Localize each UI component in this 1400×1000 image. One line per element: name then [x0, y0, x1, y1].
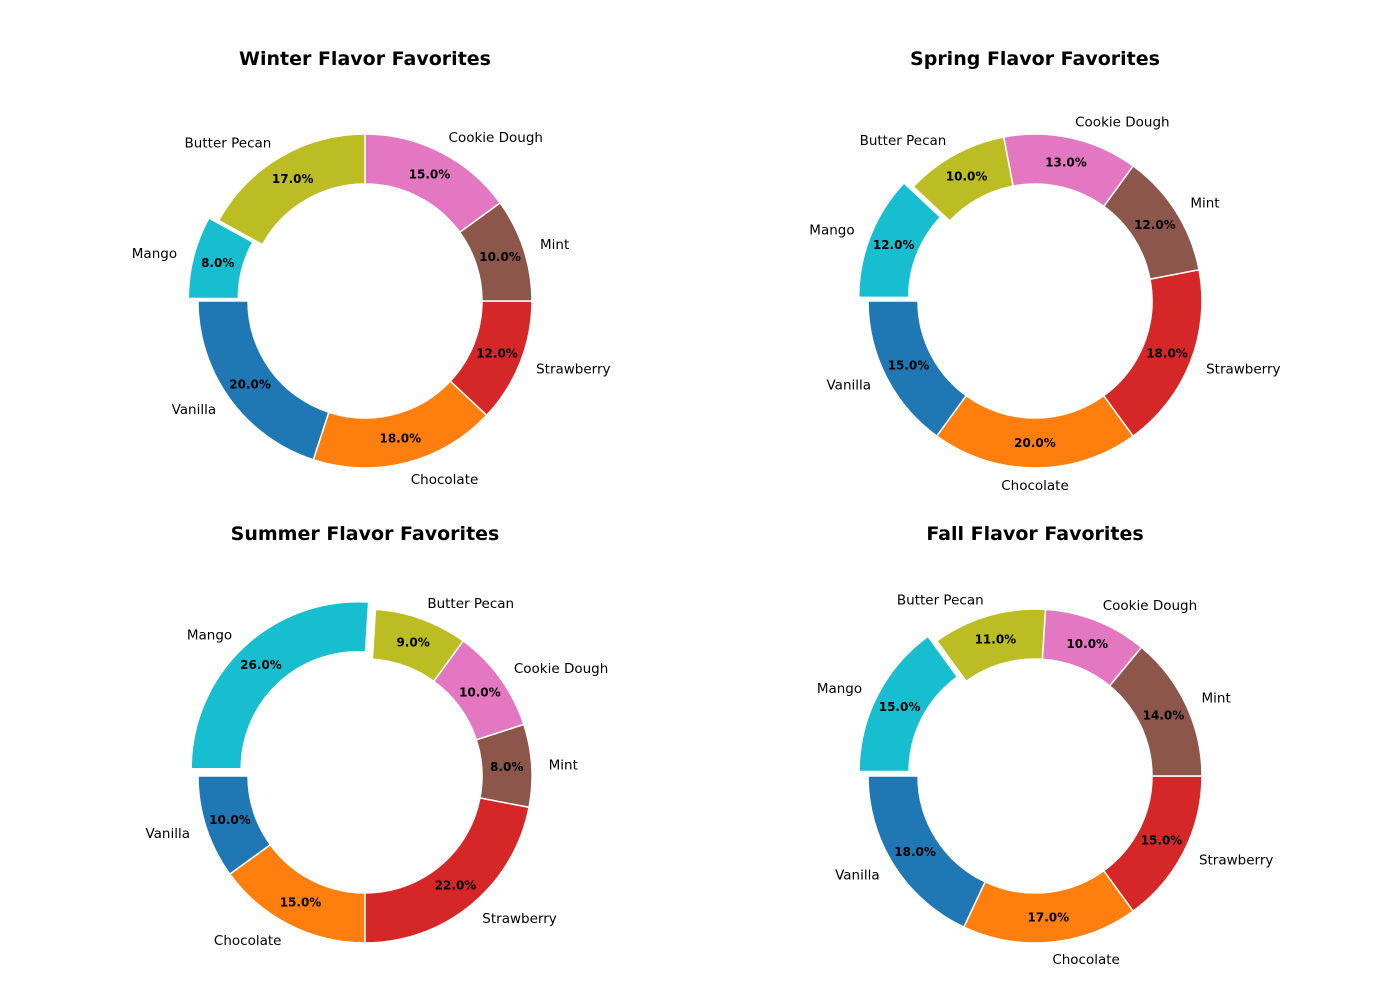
category-label-cookie-dough: Cookie Dough — [1103, 598, 1197, 614]
category-label-mint: Mint — [540, 237, 569, 253]
category-label-vanilla: Vanilla — [827, 378, 872, 394]
percent-label-vanilla: 10.0% — [209, 813, 251, 827]
summer-flavor-favorites-donut: Summer Flavor Favorites 10.0% Vanilla 15.0%… — [145, 523, 608, 949]
percent-label-chocolate: 15.0% — [280, 896, 322, 910]
percent-label-mango: 12.0% — [873, 238, 915, 252]
category-label-cookie-dough: Cookie Dough — [1075, 114, 1169, 130]
percent-label-vanilla: 15.0% — [888, 358, 930, 372]
category-label-mango: Mango — [817, 681, 862, 697]
wedge-chocolate — [228, 843, 366, 944]
percent-label-butter-pecan: 9.0% — [396, 635, 429, 649]
percent-label-cookie-dough: 10.0% — [1066, 637, 1108, 651]
winter-flavor-favorites-donut: Winter Flavor Favorites 20.0% Vanilla 18.0%… — [132, 48, 611, 488]
category-label-strawberry: Strawberry — [1206, 362, 1280, 378]
fall-flavor-favorites-donut: Fall Flavor Favorites 18.0% Vanilla 17.0% Ch… — [817, 523, 1274, 968]
percent-label-chocolate: 18.0% — [379, 432, 421, 446]
percent-label-strawberry: 12.0% — [476, 346, 518, 360]
category-label-mango: Mango — [187, 628, 232, 644]
category-label-chocolate: Chocolate — [1001, 478, 1069, 494]
percent-label-cookie-dough: 10.0% — [459, 686, 501, 700]
percent-label-butter-pecan: 17.0% — [272, 172, 314, 186]
percent-label-butter-pecan: 10.0% — [946, 170, 988, 184]
category-label-vanilla: Vanilla — [835, 868, 880, 884]
chart-title: Winter Flavor Favorites — [239, 48, 491, 70]
percent-label-mint: 14.0% — [1143, 709, 1185, 723]
percent-label-butter-pecan: 11.0% — [975, 633, 1017, 647]
percent-label-cookie-dough: 15.0% — [409, 167, 451, 181]
percent-label-chocolate: 17.0% — [1028, 910, 1070, 924]
category-label-strawberry: Strawberry — [1199, 853, 1273, 869]
category-label-mint: Mint — [549, 757, 578, 773]
wedge-butter-pecan — [371, 608, 465, 683]
category-label-cookie-dough: Cookie Dough — [449, 130, 543, 146]
spring-flavor-favorites-donut: Spring Flavor Favorites 15.0% Vanilla 20.0%… — [809, 48, 1280, 494]
wedge-butter-pecan — [935, 608, 1047, 683]
percent-label-mint: 12.0% — [1134, 218, 1176, 232]
category-label-mango: Mango — [132, 246, 177, 262]
category-label-mint: Mint — [1201, 691, 1230, 707]
percent-label-mango: 26.0% — [240, 658, 282, 672]
chart-title: Summer Flavor Favorites — [231, 523, 500, 545]
category-label-butter-pecan: Butter Pecan — [185, 136, 272, 152]
category-label-vanilla: Vanilla — [172, 402, 217, 418]
percent-label-mango: 15.0% — [879, 700, 921, 714]
percent-label-strawberry: 22.0% — [435, 878, 477, 892]
percent-label-vanilla: 18.0% — [894, 845, 936, 859]
category-label-butter-pecan: Butter Pecan — [897, 592, 984, 608]
percent-label-vanilla: 20.0% — [229, 377, 271, 391]
chart-title: Spring Flavor Favorites — [910, 48, 1160, 70]
chart-title: Fall Flavor Favorites — [926, 523, 1143, 545]
category-label-mint: Mint — [1190, 195, 1219, 211]
wedge-chocolate — [935, 394, 1135, 469]
percent-label-strawberry: 18.0% — [1146, 346, 1188, 360]
category-label-mango: Mango — [809, 223, 854, 239]
category-label-chocolate: Chocolate — [214, 933, 282, 949]
percent-label-mint: 10.0% — [479, 250, 521, 264]
wedge-butter-pecan — [912, 136, 1014, 222]
wedge-mango — [858, 635, 959, 773]
percent-label-chocolate: 20.0% — [1014, 436, 1056, 450]
wedge-mango — [857, 181, 942, 299]
percent-label-mint: 8.0% — [490, 760, 523, 774]
category-label-chocolate: Chocolate — [411, 472, 479, 488]
category-label-butter-pecan: Butter Pecan — [427, 596, 514, 612]
wedge-chocolate — [312, 380, 488, 469]
percent-label-strawberry: 15.0% — [1141, 833, 1183, 847]
wedge-butter-pecan — [217, 133, 366, 246]
category-label-chocolate: Chocolate — [1052, 952, 1120, 968]
wedge-cookie-dough — [364, 133, 502, 234]
category-label-strawberry: Strawberry — [482, 911, 556, 927]
percent-label-mango: 8.0% — [201, 256, 234, 270]
category-label-strawberry: Strawberry — [536, 362, 610, 378]
category-label-butter-pecan: Butter Pecan — [860, 133, 947, 149]
category-label-cookie-dough: Cookie Dough — [514, 661, 608, 677]
wedge-mango — [190, 600, 370, 770]
wedge-mango — [187, 217, 254, 300]
category-label-vanilla: Vanilla — [145, 826, 190, 842]
percent-label-cookie-dough: 13.0% — [1045, 155, 1087, 169]
wedge-chocolate — [962, 869, 1135, 944]
